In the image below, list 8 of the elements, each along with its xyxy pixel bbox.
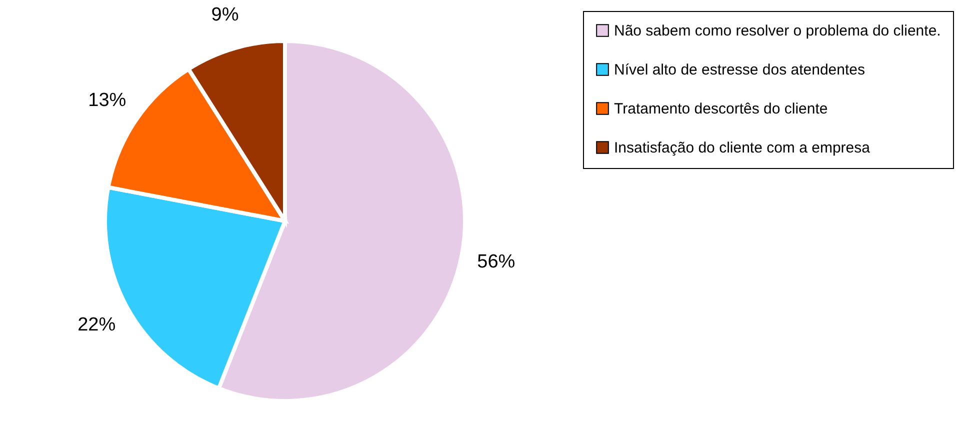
data-label: 9%: [211, 4, 239, 26]
legend-label: Insatisfação do cliente com a empresa: [614, 140, 871, 156]
legend-label: Nível alto de estresse dos atendentes: [614, 62, 865, 78]
legend-label: Tratamento descortês do cliente: [614, 100, 828, 118]
legend-label: Não sabem como resolver o problema do cliente.: [614, 22, 941, 40]
data-label: 13%: [88, 90, 126, 112]
data-label: 22%: [78, 314, 116, 336]
data-label: 56%: [477, 251, 516, 272]
